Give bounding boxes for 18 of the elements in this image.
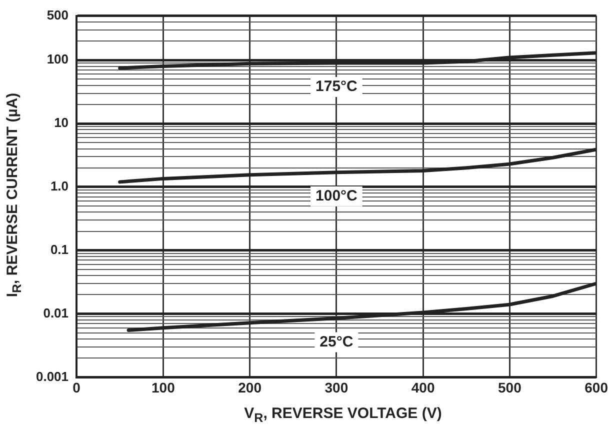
series-label: 25°C [320,333,354,350]
y-tick-label: 500 [46,7,69,22]
y-tick-label: 10 [54,115,69,130]
x-axis-title: V$_{R}$, REVERSE VOLTAGE (V) [243,405,443,425]
x-tick-label: 100 [151,379,176,396]
y-tick-label: 0.001 [36,368,69,384]
series-label: 100°C [315,187,358,204]
x-tick-label: 500 [498,379,522,396]
x-tick-label: 300 [324,379,348,396]
y-tick-label: 0.1 [50,242,69,257]
y-tick-label: 0.01 [43,305,69,320]
y-tick-label: 100 [46,52,69,67]
x-tick-label: 600 [584,379,608,396]
x-tick-label: 0 [72,379,81,396]
x-tick-label: 400 [411,379,435,396]
series-label: 175°C [315,78,358,96]
x-tick-label: 200 [238,379,262,396]
y-tick-label: 1.0 [50,178,69,194]
